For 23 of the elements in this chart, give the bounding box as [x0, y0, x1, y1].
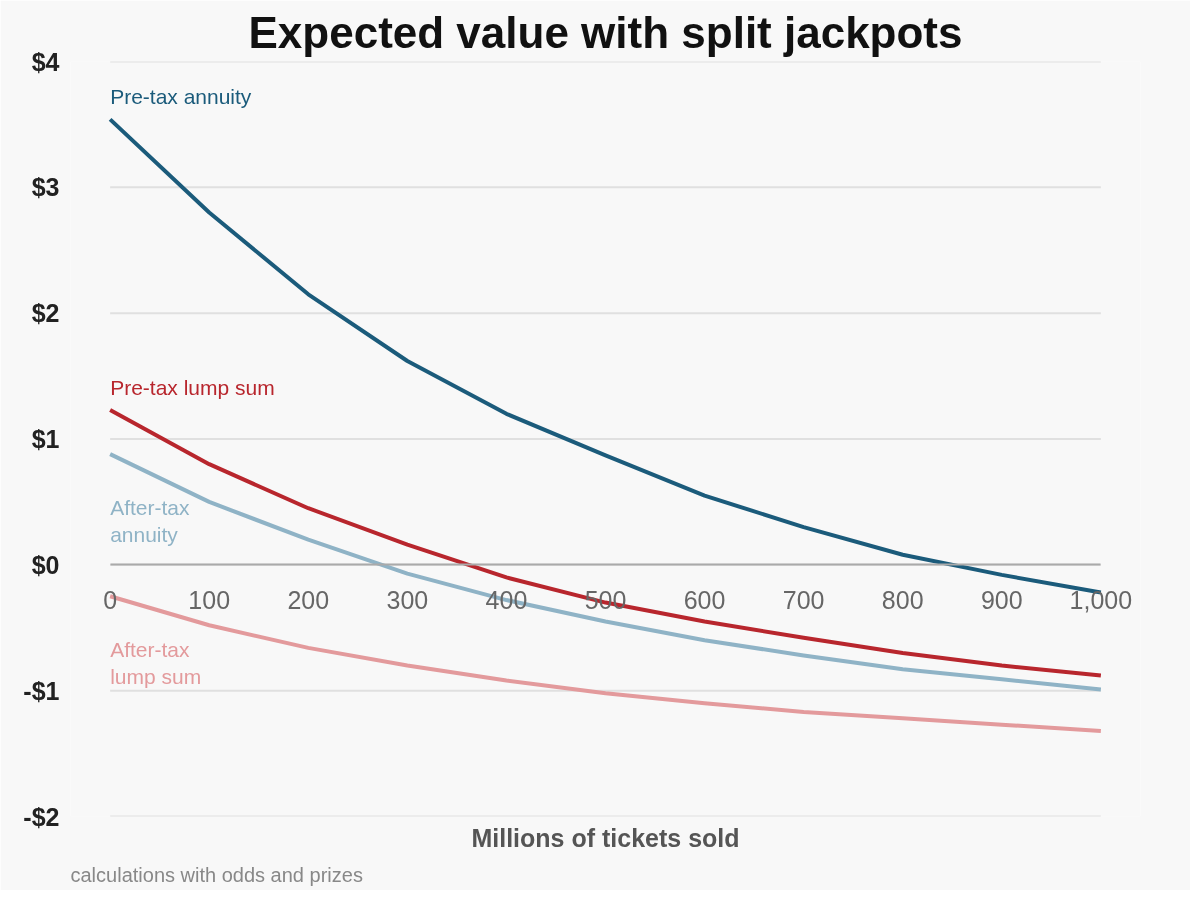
x-axis-title: Millions of tickets sold [471, 823, 740, 852]
y-tick-label: $3 [31, 173, 60, 202]
y-tick-label: $0 [31, 550, 60, 579]
x-tick-label: 300 [386, 585, 429, 614]
x-tick-label: 900 [980, 585, 1023, 614]
x-tick-label: 1,000 [1069, 585, 1133, 614]
x-tick-label: 800 [881, 585, 924, 614]
y-tick-label: $1 [31, 425, 60, 453]
y-tick-label: $2 [31, 299, 60, 328]
x-tick-label: 600 [683, 585, 726, 614]
series-label: Pre-tax annuity [110, 85, 252, 109]
x-tick-label: 100 [188, 585, 231, 614]
y-tick-label: $4 [31, 47, 60, 76]
chart-title: Expected value with split jackpots [248, 7, 963, 57]
text: calculations with odds and prizes [70, 863, 363, 886]
series-label: After-tax lump sum [110, 637, 202, 689]
x-tick-label: 200 [287, 585, 330, 614]
x-tick-label: 0 [103, 585, 118, 614]
series-label: Pre-tax lump sum [110, 375, 275, 399]
x-tick-label: 700 [782, 585, 825, 614]
y-tick-label: -$2 [23, 802, 60, 831]
y-tick-label: -$1 [23, 676, 60, 705]
series-label: After-tax annuity [110, 495, 190, 547]
